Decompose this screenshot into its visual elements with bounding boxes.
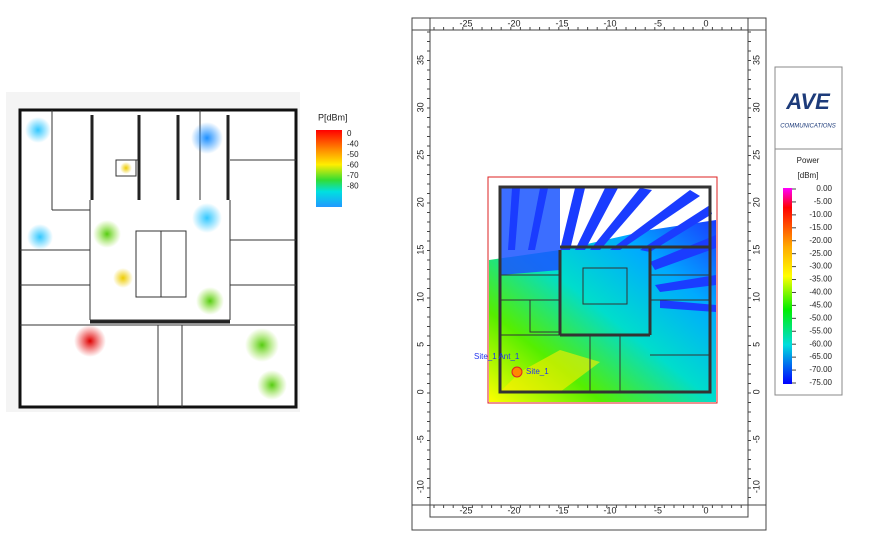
legend-label: -50.00 xyxy=(809,313,832,322)
ruler-x-label: -10 xyxy=(603,505,616,515)
logo-brand: AVE xyxy=(785,89,831,114)
signal-spots xyxy=(25,117,287,400)
ruler-y-label: 15 xyxy=(415,245,425,255)
ruler-x-label: -5 xyxy=(654,18,662,28)
ruler-top xyxy=(429,17,749,31)
right-floor-plan: -25 -25 -20 -20 -15 -15 -10 -10 -5 -5 0 0 35 35 30 30 25… xyxy=(411,17,767,531)
legend-label: -80 xyxy=(347,182,359,191)
ruler-y-label: -10 xyxy=(415,480,425,493)
ruler-y-label: 10 xyxy=(415,292,425,302)
ruler-bottom xyxy=(429,504,749,518)
ruler-y-label: 5 xyxy=(415,342,425,347)
ruler-y-label: -5 xyxy=(751,435,761,443)
legend-gradient xyxy=(316,130,342,207)
ruler-y-label: 20 xyxy=(751,197,761,207)
thick-walls xyxy=(90,115,230,324)
ruler-x-label: -20 xyxy=(507,505,520,515)
ruler-x-label: -5 xyxy=(654,505,662,515)
ruler-y-label: 10 xyxy=(751,292,761,302)
legend-labels: 0 -40-50 -60-70 -80 xyxy=(347,129,359,191)
legend-label: -50 xyxy=(347,150,359,159)
legend-label: 0 xyxy=(347,129,352,138)
ruler-y-label: 35 xyxy=(751,55,761,65)
legend-label: -40 xyxy=(347,140,359,149)
ruler-y-label: 25 xyxy=(415,150,425,160)
ruler-x-label: -25 xyxy=(459,505,472,515)
ruler-y-label: 5 xyxy=(751,342,761,347)
legend-title: Power xyxy=(797,156,820,165)
logo-tagline: COMMUNICATIONS xyxy=(780,124,836,130)
ruler-y-label: 30 xyxy=(751,102,761,112)
legend-label: -35.00 xyxy=(809,275,832,284)
legend-label: -75.00 xyxy=(809,378,832,387)
ruler-y-label: 15 xyxy=(751,245,761,255)
legend-unit: [dBm] xyxy=(798,171,819,180)
ruler-right xyxy=(747,29,767,506)
legend-label: -40.00 xyxy=(809,288,832,297)
logo: AVE COMMUNICATIONS xyxy=(774,66,843,150)
building-walls xyxy=(498,185,712,394)
legend-label: 0.00 xyxy=(816,184,832,193)
site-label: Site_1 xyxy=(526,367,549,376)
legend-label: -25.00 xyxy=(809,249,832,258)
ruler-x-label: -20 xyxy=(507,18,520,28)
legend-labels: 0.00 -5.00 -10.00 -15.00 -20.00 -25.00 -30.00 -… xyxy=(792,184,833,387)
ruler-labels: -25 -25 -20 -20 -15 -15 -10 -10 -5 -5 0 0 35 35 30 30 25… xyxy=(415,18,761,515)
legend-label: -30.00 xyxy=(809,262,832,271)
legend-label: -45.00 xyxy=(809,301,832,310)
ruler-x-label: -15 xyxy=(555,505,568,515)
legend-label: -5.00 xyxy=(814,197,833,206)
ruler-x-label: -10 xyxy=(603,18,616,28)
ruler-x-label: 0 xyxy=(703,18,708,28)
ruler-y-label: 30 xyxy=(415,102,425,112)
ruler-y-label: -10 xyxy=(751,480,761,493)
ruler-y-label: 25 xyxy=(751,150,761,160)
ruler-x-label: -15 xyxy=(555,18,568,28)
walls xyxy=(20,110,296,407)
legend-label: -70 xyxy=(347,171,359,180)
site-antenna-label: Site_1 Ant_1 xyxy=(474,352,520,361)
right-legend: Power [dBm] 0.00 -5.00 -10.00 -15.00 -20.00 -… xyxy=(774,148,843,396)
legend-label: -55.00 xyxy=(809,326,832,335)
legend-label: -60 xyxy=(347,161,359,170)
ruler-y-label: 0 xyxy=(415,389,425,394)
left-floor-plan xyxy=(6,92,300,412)
legend-label: -60.00 xyxy=(809,339,832,348)
legend-label: -15.00 xyxy=(809,223,832,232)
ruler-x-label: -25 xyxy=(459,18,472,28)
coverage-heatmap xyxy=(489,188,716,402)
ruler-x-label: 0 xyxy=(703,505,708,515)
site-marker xyxy=(511,366,523,378)
ruler-y-label: -5 xyxy=(415,435,425,443)
legend-title: P[dBm] xyxy=(318,112,348,122)
ruler-y-label: 0 xyxy=(751,389,761,394)
legend-label: -20.00 xyxy=(809,236,832,245)
legend-label: -70.00 xyxy=(809,365,832,374)
left-legend: P[dBm] 0 -40-50 -60-70 -80 xyxy=(316,112,359,207)
ruler-y-label: 35 xyxy=(415,55,425,65)
ruler-y-label: 20 xyxy=(415,197,425,207)
legend-gradient xyxy=(783,188,792,384)
legend-label: -65.00 xyxy=(809,352,832,361)
legend-label: -10.00 xyxy=(809,210,832,219)
ruler-left xyxy=(411,29,431,506)
